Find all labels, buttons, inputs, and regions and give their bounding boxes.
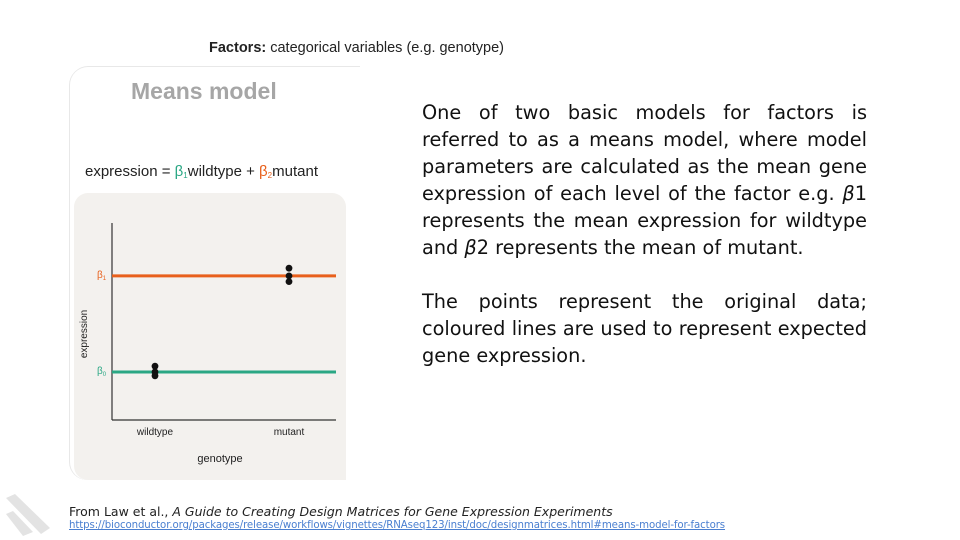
logo-stripe-1: [6, 494, 50, 534]
citation-link[interactable]: https://bioconductor.org/packages/releas…: [69, 520, 726, 531]
body-paragraph-1: One of two basic models for factors is r…: [422, 99, 867, 261]
plot-panel: [74, 193, 346, 480]
equation-beta2-symbol: β: [259, 163, 268, 180]
paragraph1-part-c: 2 represents the mean of mutant.: [476, 236, 804, 259]
reference-label-sub: 1: [103, 276, 107, 282]
citation-prefix: From Law et al.,: [69, 504, 173, 519]
citation-title: A Guide to Creating Design Matrices for …: [172, 504, 613, 519]
header-line: Factors: categorical variables (e.g. gen…: [209, 40, 504, 56]
paragraph1-part-a: One of two basic models for factors is r…: [422, 101, 867, 205]
data-point-wildtype: [151, 372, 159, 380]
beta-symbol-1: β: [842, 182, 855, 205]
equation-beta1-symbol: β: [174, 163, 184, 180]
data-point-wildtype: [151, 362, 159, 370]
figure-title: Means model: [131, 78, 277, 104]
body-paragraph-2: The points represent the original data; …: [422, 290, 867, 367]
reference-label-beta1: β1: [97, 270, 107, 282]
x-tick-label-mutant: mutant: [274, 427, 305, 438]
y-axis-label: expression: [79, 310, 90, 358]
reference-label-sub: 0: [103, 372, 107, 378]
header-description: categorical variables (e.g. genotype): [266, 40, 504, 56]
paragraph1-part-b: 1 represents the mean expression for wil…: [422, 182, 867, 259]
header-bold-label: Factors:: [209, 40, 267, 56]
x-axis-label: genotype: [197, 453, 242, 465]
beta-symbol-2: β: [464, 236, 477, 259]
x-tick-label-wildtype: wildtype: [136, 427, 174, 438]
equation-prefix: expression =: [85, 163, 175, 180]
model-equation: expression = β1wildtype + β2mutant: [85, 163, 318, 180]
data-point-mutant: [285, 278, 293, 286]
equation-beta1: β1: [175, 163, 188, 180]
course-logo-icon: [6, 494, 50, 536]
equation-beta1-sub: 1: [183, 171, 188, 180]
means-model-plot: β1 β0 wildtype mutant genotype expression: [79, 223, 336, 465]
equation-beta2: β2: [259, 163, 272, 180]
logo-stripe-2: [6, 511, 33, 536]
data-point-mutant: [285, 264, 293, 272]
data-point-mutant: [285, 272, 293, 280]
equation-term2: mutant: [272, 163, 318, 180]
reference-label-beta0: β0: [97, 366, 107, 378]
equation-beta2-sub: 2: [267, 171, 273, 180]
equation-term1: wildtype +: [187, 163, 260, 180]
citation: From Law et al., A Guide to Creating Des…: [69, 504, 613, 519]
